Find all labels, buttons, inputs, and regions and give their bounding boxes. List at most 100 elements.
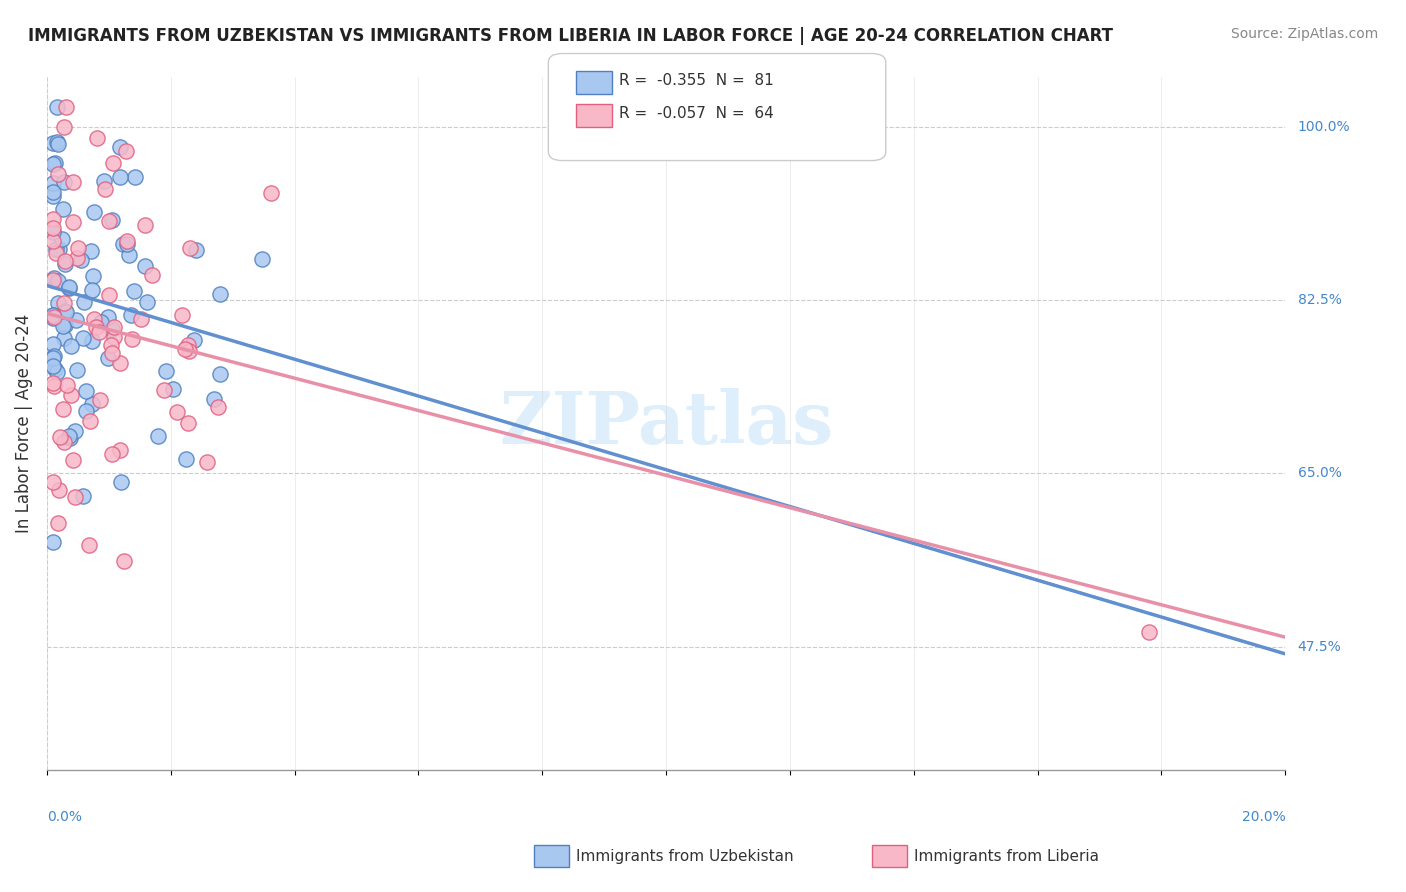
Point <box>55 257 77 271</box>
Point <box>69 253 91 268</box>
Point <box>42 351 65 366</box>
Point <box>59 431 82 445</box>
Point <box>110 475 132 490</box>
Point <box>53 331 76 345</box>
Point <box>65 313 87 327</box>
Point <box>72 331 94 345</box>
Point <box>124 169 146 184</box>
Point <box>53 434 76 449</box>
Point <box>82 268 104 283</box>
Point <box>108 442 131 457</box>
Point <box>42 376 65 390</box>
Point <box>115 234 138 248</box>
Point <box>100 213 122 227</box>
Point <box>66 241 89 255</box>
Point <box>184 243 207 257</box>
Y-axis label: In Labor Force | Age 20-24: In Labor Force | Age 20-24 <box>15 314 32 533</box>
Point <box>166 405 188 419</box>
Point <box>101 447 124 461</box>
Point <box>101 345 124 359</box>
Point <box>108 140 131 154</box>
Point <box>44 349 66 363</box>
Point <box>53 120 76 134</box>
Point <box>129 311 152 326</box>
Point <box>82 396 104 410</box>
Point <box>173 343 195 357</box>
Point <box>45 243 67 257</box>
Point <box>42 308 65 322</box>
Point <box>45 100 67 114</box>
Point <box>46 136 69 151</box>
Point <box>53 303 76 318</box>
Point <box>62 452 84 467</box>
Point <box>118 247 141 261</box>
Point <box>195 455 218 469</box>
Point <box>174 452 197 467</box>
Point <box>52 318 75 333</box>
Point <box>62 215 84 229</box>
Point <box>55 100 77 114</box>
Point <box>87 325 110 339</box>
Point <box>80 284 103 298</box>
Point <box>65 490 87 504</box>
Point <box>77 538 100 552</box>
Point <box>42 186 65 200</box>
Point <box>112 554 135 568</box>
Text: 82.5%: 82.5% <box>1298 293 1341 307</box>
Text: R =  -0.355  N =  81: R = -0.355 N = 81 <box>619 73 773 87</box>
Point <box>66 363 89 377</box>
Text: Immigrants from Uzbekistan: Immigrants from Uzbekistan <box>576 849 794 863</box>
Point <box>46 168 69 182</box>
Point <box>177 338 200 352</box>
Point <box>97 288 120 302</box>
Point <box>97 351 120 366</box>
Point <box>93 174 115 188</box>
Point <box>82 334 104 349</box>
Point <box>52 175 75 189</box>
Point <box>103 320 125 334</box>
Point <box>42 220 65 235</box>
Point <box>42 359 65 373</box>
Point <box>108 170 131 185</box>
Point <box>115 144 138 158</box>
Point <box>60 339 83 353</box>
Point <box>42 273 65 287</box>
Point <box>52 296 75 310</box>
Point <box>51 232 73 246</box>
Point <box>42 310 65 325</box>
Point <box>58 279 80 293</box>
Point <box>45 365 67 379</box>
Point <box>48 483 70 498</box>
Text: 20.0%: 20.0% <box>1241 810 1285 824</box>
Text: IMMIGRANTS FROM UZBEKISTAN VS IMMIGRANTS FROM LIBERIA IN LABOR FORCE | AGE 20-24: IMMIGRANTS FROM UZBEKISTAN VS IMMIGRANTS… <box>28 27 1114 45</box>
Point <box>103 330 125 344</box>
Point <box>83 205 105 219</box>
Point <box>75 384 97 398</box>
Point <box>42 225 65 239</box>
Point <box>134 259 156 273</box>
Point <box>42 475 65 489</box>
Point <box>44 378 66 392</box>
Text: Immigrants from Liberia: Immigrants from Liberia <box>914 849 1099 863</box>
Point <box>56 378 79 392</box>
Point <box>121 332 143 346</box>
Point <box>108 356 131 370</box>
Point <box>42 176 65 190</box>
Point <box>53 254 76 268</box>
Text: 47.5%: 47.5% <box>1298 640 1341 654</box>
Point <box>115 236 138 251</box>
Point <box>135 294 157 309</box>
Point <box>259 186 281 201</box>
Point <box>53 318 76 332</box>
Point <box>52 202 75 216</box>
Point <box>48 242 70 256</box>
Point <box>250 252 273 266</box>
Point <box>63 425 86 439</box>
Point <box>42 310 65 325</box>
Point <box>134 218 156 232</box>
Point <box>170 308 193 322</box>
Point <box>183 334 205 348</box>
Point <box>42 534 65 549</box>
Point <box>42 337 65 351</box>
Point <box>42 136 65 150</box>
